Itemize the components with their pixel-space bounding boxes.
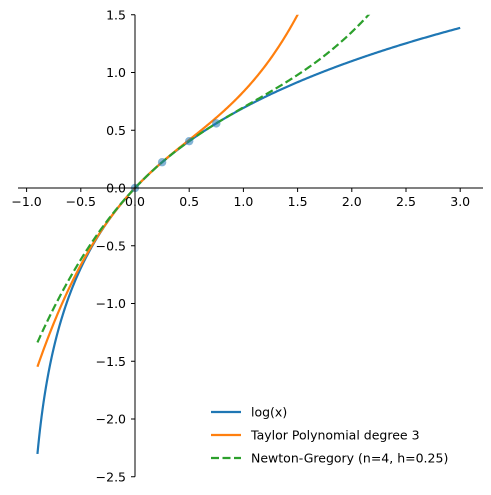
- x-tick-label: −1.0: [11, 194, 41, 209]
- x-tick-label: 2.5: [396, 194, 416, 209]
- y-tick-label: 1.0: [106, 65, 126, 80]
- series-line-2: [36, 14, 299, 368]
- node-marker-2: [157, 158, 167, 167]
- node-marker-3: [185, 136, 194, 146]
- legend-label-1: log(x): [251, 405, 287, 420]
- y-tick-label: 0.5: [106, 123, 126, 138]
- y-tick-label: 1.5: [106, 7, 126, 22]
- y-tick-label: −0.5: [96, 238, 126, 253]
- x-tick-label: −0.5: [66, 194, 96, 209]
- x-tick-label: 2.0: [342, 194, 362, 209]
- x-tick-label: 0.0: [125, 194, 145, 209]
- x-tick-label: 1.5: [288, 194, 308, 209]
- legend-label-2: Taylor Polynomial degree 3: [250, 428, 420, 443]
- x-tick-label: 3.0: [450, 194, 470, 209]
- y-tick-label: −1.5: [96, 354, 126, 369]
- y-tick-label: −2.0: [96, 412, 126, 427]
- axes: −1.0 −0.5 0.0 0.5 1.0 1.5 2.0 2.5 3.0 −2.5 −2.0 −1.…: [11, 7, 483, 484]
- plot-curves: [36, 14, 461, 455]
- y-tick-label: 0.0: [106, 181, 126, 196]
- legend: log(x) Taylor Polynomial degree 3 Newton-G…: [211, 405, 448, 466]
- node-marker-4: [212, 119, 221, 128]
- legend-label-3: Newton-Gregory (n=4, h=0.25): [251, 451, 448, 466]
- x-tick-label: 1.0: [233, 194, 253, 209]
- series-line-3: [36, 14, 371, 343]
- y-tick-label: −1.0: [96, 296, 126, 311]
- y-tick-label: −2.5: [96, 469, 126, 484]
- x-tick-label: 0.5: [179, 194, 199, 209]
